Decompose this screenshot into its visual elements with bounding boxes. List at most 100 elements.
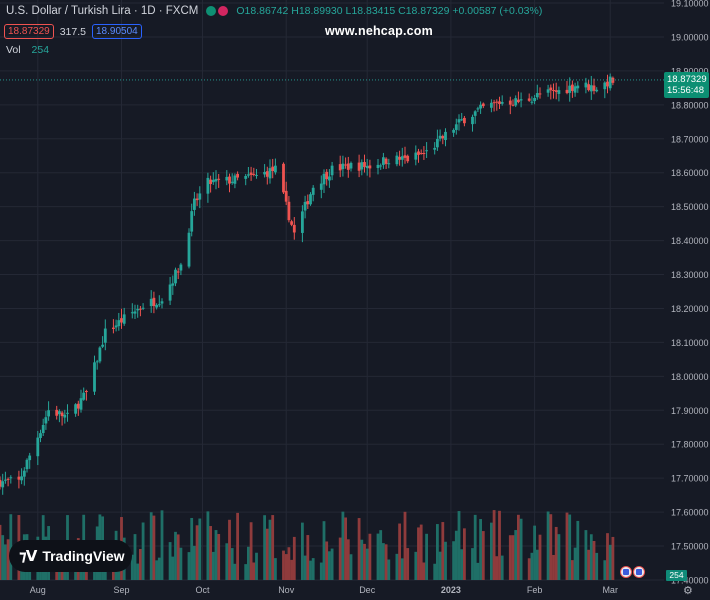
volume-bar	[395, 553, 399, 580]
volume-bar	[176, 534, 180, 580]
y-tick-label: 18.40000	[671, 236, 709, 246]
event-markers[interactable]	[620, 566, 645, 578]
volume-bar	[139, 549, 142, 580]
last-price-badge: 18.87329 15:56:48	[664, 72, 709, 98]
candle-body	[55, 409, 59, 416]
candle-body	[139, 308, 142, 310]
candle-body	[17, 476, 21, 480]
volume-bar	[557, 534, 561, 580]
candle-body	[193, 198, 196, 210]
candle-body	[290, 221, 293, 225]
sell-button[interactable]: 18.87329	[4, 24, 54, 39]
candle-body	[552, 89, 555, 91]
symbol-title[interactable]: U.S. Dollar / Turkish Lira · 1D · FXCM	[6, 5, 199, 17]
volume-bar	[187, 552, 191, 580]
candle-body	[490, 102, 493, 108]
volume-bar	[368, 533, 372, 580]
volume-bar	[265, 528, 269, 580]
volume-bar	[438, 551, 442, 580]
candlestick-series	[0, 73, 615, 495]
x-tick-label: Nov	[278, 585, 295, 595]
candle-body	[265, 171, 269, 177]
candle-body	[1, 481, 5, 488]
volume-bar	[136, 563, 140, 580]
candle-body	[306, 201, 310, 205]
volume-bar	[376, 533, 380, 580]
volume-bar	[595, 552, 599, 580]
volume-label[interactable]: Vol	[6, 44, 21, 56]
volume-bar	[360, 539, 364, 580]
candle-body	[425, 150, 428, 152]
y-tick-label: 18.00000	[671, 372, 709, 382]
candle-body	[341, 163, 345, 170]
volume-bar	[230, 548, 234, 580]
close-value: C18.87329	[398, 5, 450, 17]
candle-body	[263, 171, 266, 175]
spread-value: 317.5	[59, 25, 86, 38]
volume-bar	[384, 544, 388, 580]
flag-icon[interactable]	[633, 566, 645, 578]
time-axis[interactable]: Aug Sep Oct Nov Dec 2023 Feb Mar	[30, 585, 618, 595]
volume-bar	[236, 512, 239, 580]
candle-body	[511, 104, 515, 106]
volume-bar	[576, 520, 580, 580]
volume-bar	[6, 539, 10, 580]
candle-body	[190, 211, 194, 232]
candle-body	[441, 136, 445, 139]
volume-bar	[287, 547, 291, 580]
candle-body	[368, 165, 372, 169]
volume-bar	[233, 563, 237, 580]
candle-body	[274, 165, 277, 173]
candle-body	[571, 84, 574, 91]
volume-bar	[603, 560, 607, 580]
volume-bar	[495, 556, 499, 580]
candle-body	[325, 171, 329, 180]
volume-bar	[554, 526, 558, 580]
candle-body	[130, 312, 134, 314]
change-value: +0.00587 (+0.03%)	[452, 5, 543, 17]
volume-bar	[517, 514, 520, 580]
candle-body	[606, 81, 609, 87]
candle-body	[206, 177, 210, 194]
candle-body	[535, 93, 539, 98]
buy-button[interactable]: 18.90504	[92, 24, 142, 39]
flag-icon[interactable]	[620, 566, 632, 578]
volume-bar	[349, 554, 353, 580]
candle-body	[122, 314, 126, 324]
volume-bar	[387, 559, 391, 580]
volume-bar	[592, 540, 596, 580]
volume-bar	[490, 522, 493, 580]
volume-bar	[149, 512, 153, 580]
candle-body	[292, 224, 296, 233]
volume-bar	[463, 528, 466, 580]
candle-body	[533, 97, 536, 102]
candle-body	[584, 82, 588, 88]
candle-body	[22, 470, 26, 477]
candle-body	[244, 176, 248, 179]
volume-bar	[492, 510, 496, 580]
tradingview-badge[interactable]: ⁊V TradingView	[9, 540, 132, 572]
candle-body	[508, 100, 512, 105]
volume-badge: 254	[666, 570, 687, 581]
candle-body	[282, 163, 285, 193]
candle-body	[117, 320, 121, 327]
candle-body	[517, 99, 520, 103]
candle-body	[568, 85, 572, 93]
candle-body	[365, 165, 369, 169]
volume-bar	[476, 562, 480, 580]
candle-body	[66, 412, 69, 414]
candle-body	[74, 404, 77, 414]
price-axis[interactable]: 19.10000 19.00000 18.90000 18.80000 18.70000…	[671, 0, 709, 586]
volume-bar	[133, 534, 137, 580]
volume-bar	[527, 558, 531, 580]
settings-gear-icon[interactable]: ⚙	[683, 585, 693, 597]
volume-bar	[568, 514, 572, 580]
candle-body	[198, 193, 202, 200]
volume-bar	[584, 530, 588, 580]
market-status-dot-icon	[218, 6, 229, 16]
candle-body	[360, 162, 364, 170]
candle-body	[344, 164, 347, 166]
y-tick-label: 18.10000	[671, 338, 709, 348]
x-tick-label: Dec	[359, 585, 376, 595]
